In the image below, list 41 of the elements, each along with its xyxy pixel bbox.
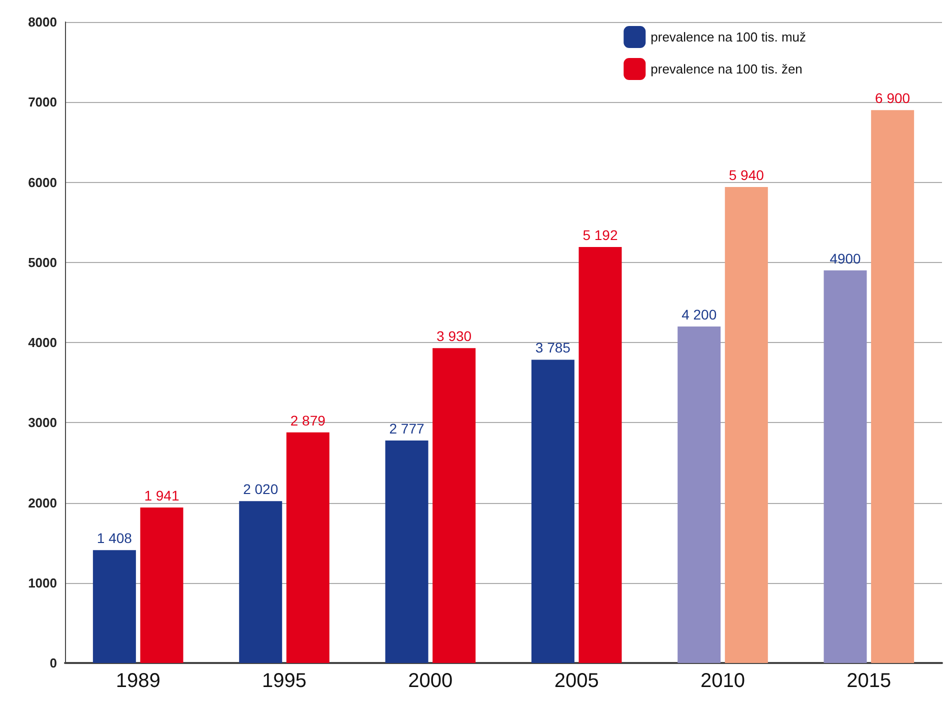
y-tick-label: 8000 <box>28 14 57 30</box>
y-tick-label: 2000 <box>28 495 57 510</box>
x-tick-label: 2000 <box>408 670 453 692</box>
x-tick-label: 2010 <box>700 670 745 692</box>
legend-label: prevalence na 100 tis. muž <box>650 30 806 44</box>
bar <box>140 507 184 663</box>
data-label: 5 192 <box>582 226 618 243</box>
y-tick-label: 4000 <box>28 335 57 350</box>
bar <box>432 348 476 663</box>
y-tick-label: 5000 <box>28 254 57 270</box>
y-tick-label: 6000 <box>28 174 57 190</box>
data-label: 1 941 <box>144 487 180 504</box>
legend-label: prevalence na 100 tis. žen <box>650 62 802 76</box>
bar <box>871 110 914 663</box>
bar <box>531 360 574 663</box>
bar <box>92 550 136 663</box>
x-tick-label: 2015 <box>846 670 892 692</box>
data-label: 6 900 <box>875 90 910 106</box>
data-label: 4900 <box>830 250 862 266</box>
y-tick-label: 0 <box>50 656 57 670</box>
bar <box>286 432 330 663</box>
data-label: 1 408 <box>96 530 132 546</box>
bar <box>239 501 282 663</box>
data-label: 2 020 <box>243 481 278 498</box>
y-tick-label: 1000 <box>28 575 57 590</box>
data-label: 3 785 <box>535 340 571 356</box>
data-label: 2 777 <box>389 420 424 436</box>
y-tick-label: 7000 <box>28 94 57 110</box>
data-label: 3 930 <box>436 328 472 344</box>
x-tick-label: 1989 <box>116 670 160 692</box>
bar <box>385 440 428 663</box>
x-tick-label: 1995 <box>262 670 306 692</box>
y-tick-label: 3000 <box>28 415 57 430</box>
bar <box>824 270 867 663</box>
bar <box>724 187 768 663</box>
bar <box>678 326 721 663</box>
data-label: 2 879 <box>290 412 326 428</box>
x-tick-label: 2005 <box>554 670 599 692</box>
data-label: 4 200 <box>682 306 717 322</box>
bar <box>578 246 622 663</box>
data-label: 5 940 <box>728 167 764 184</box>
